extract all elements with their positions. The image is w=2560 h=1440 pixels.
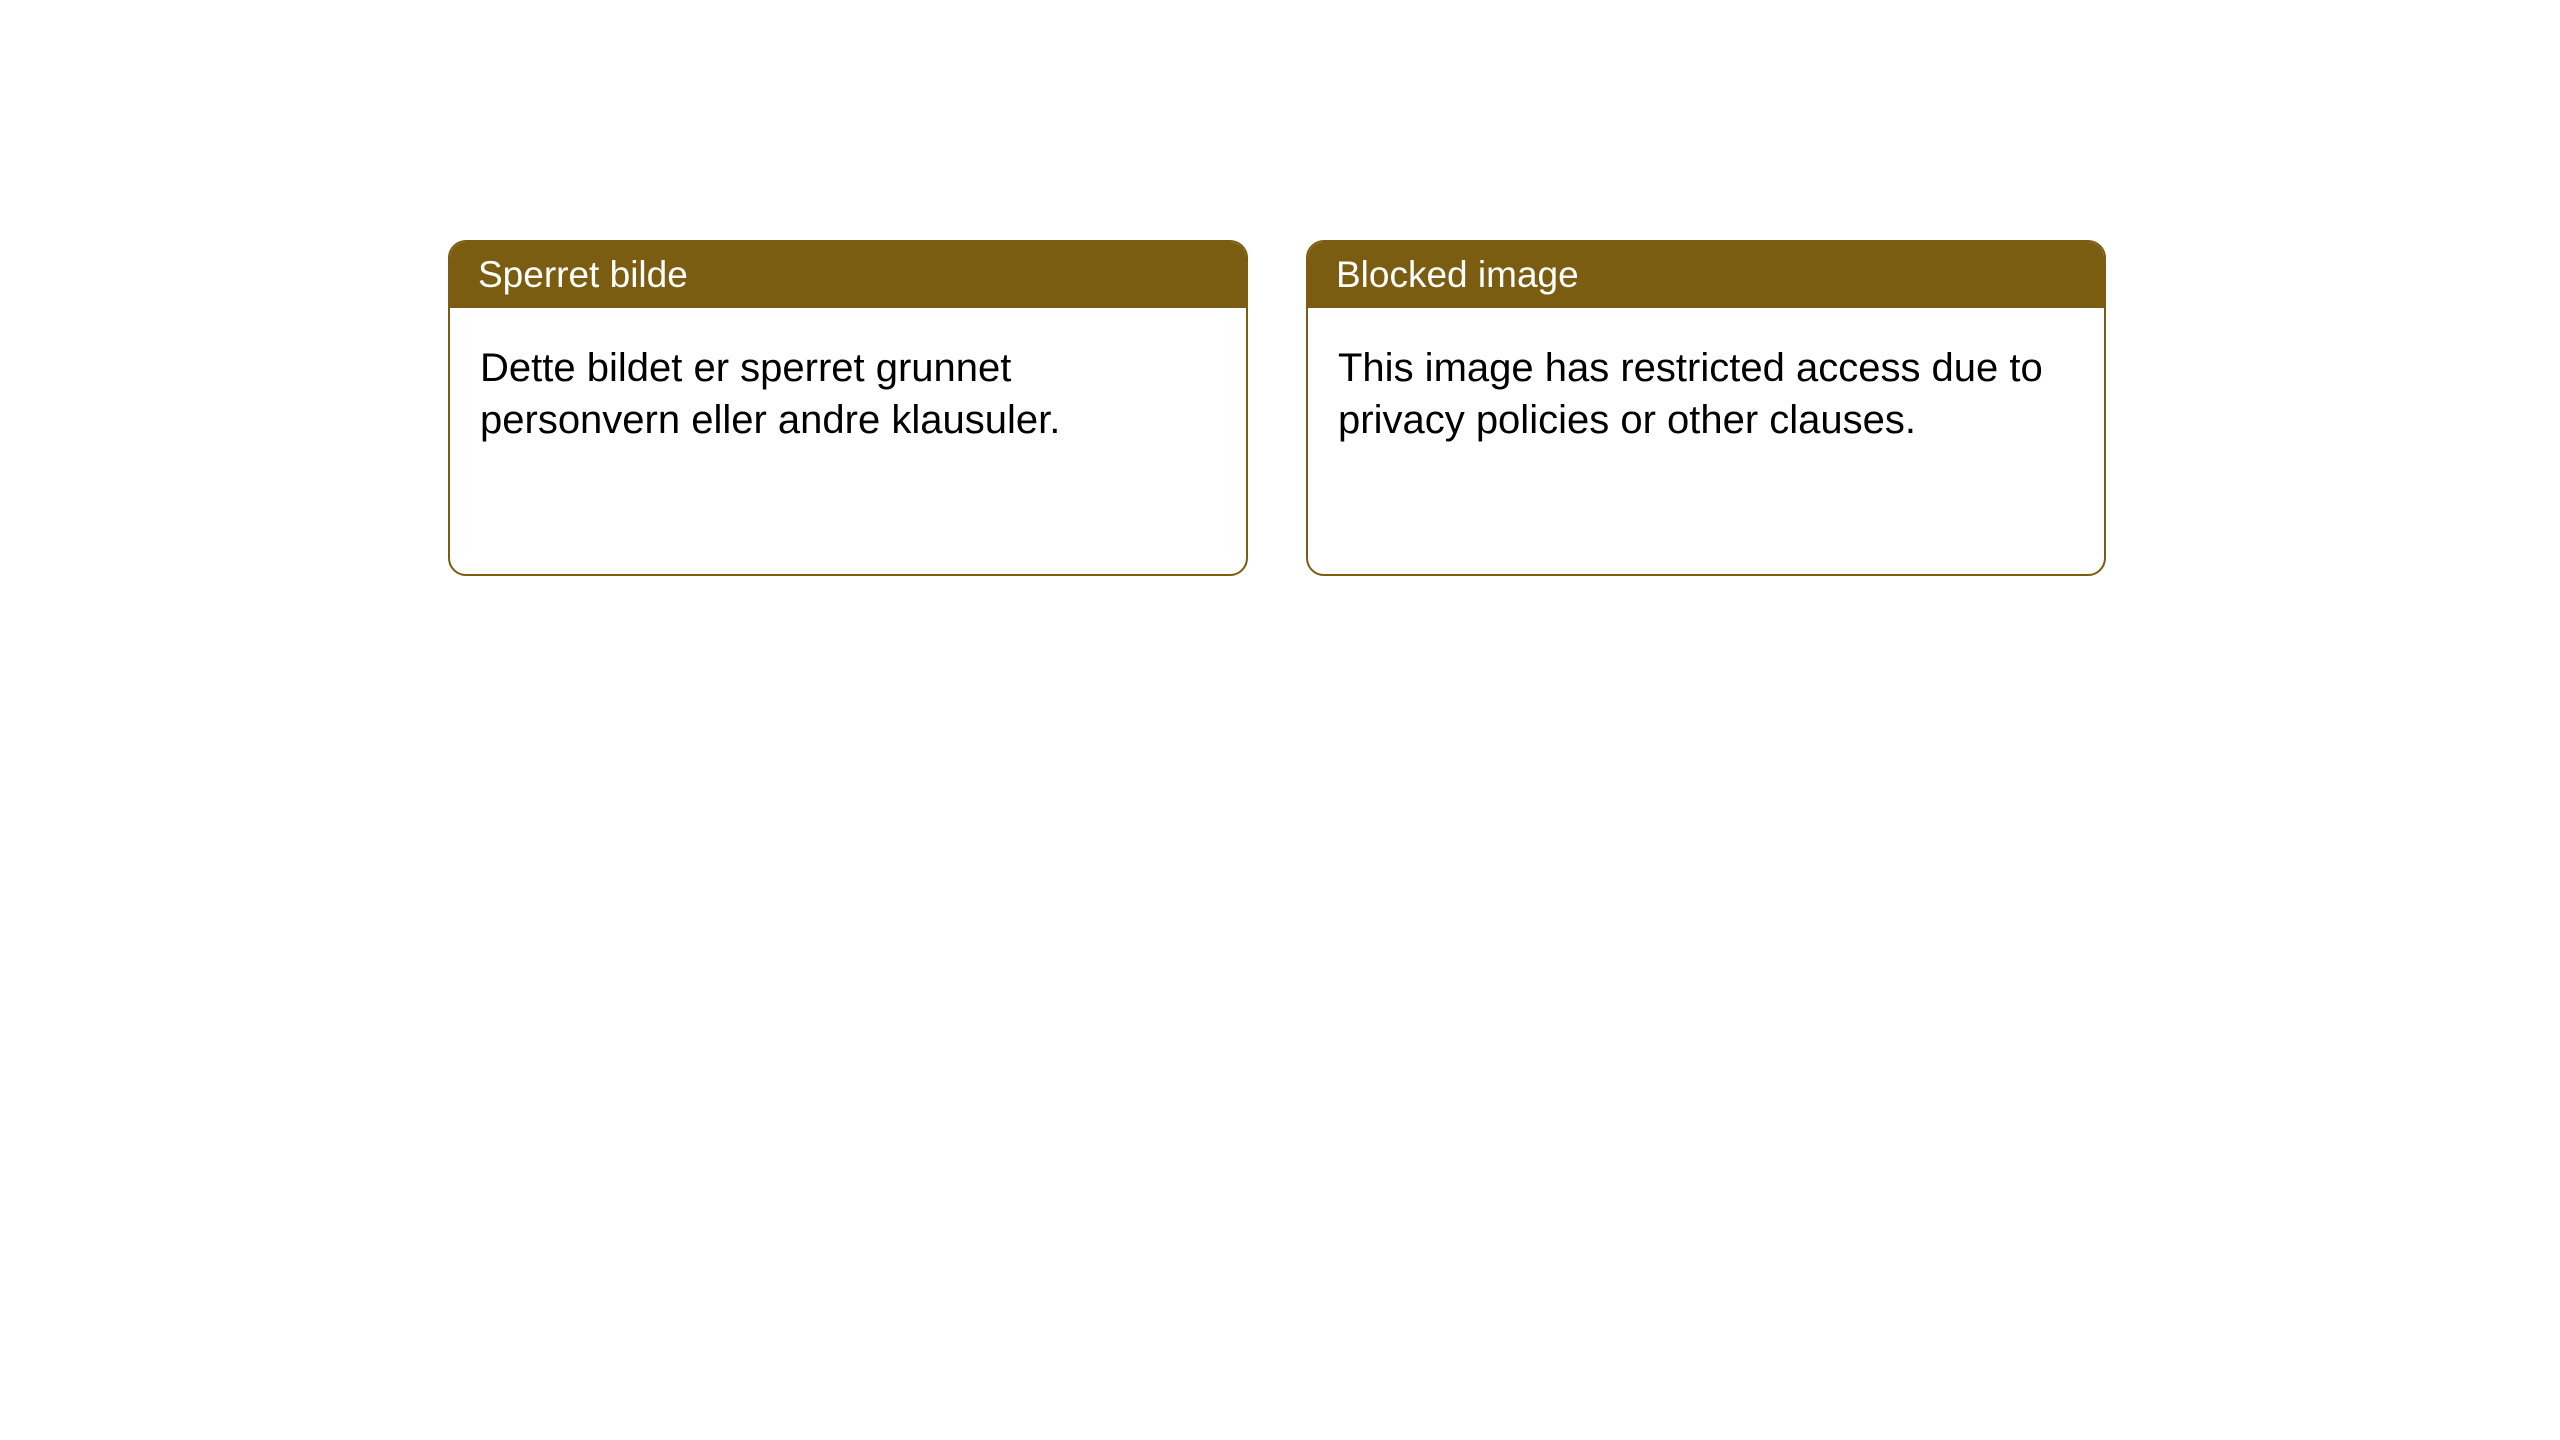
card-title: Sperret bilde	[478, 254, 688, 295]
card-title: Blocked image	[1336, 254, 1579, 295]
card-body-text: This image has restricted access due to …	[1338, 346, 2043, 442]
card-header: Sperret bilde	[450, 242, 1246, 308]
card-body: Dette bildet er sperret grunnet personve…	[450, 308, 1246, 480]
card-body: This image has restricted access due to …	[1308, 308, 2104, 480]
card-header: Blocked image	[1308, 242, 2104, 308]
card-body-text: Dette bildet er sperret grunnet personve…	[480, 346, 1060, 442]
notice-cards-container: Sperret bilde Dette bildet er sperret gr…	[448, 240, 2106, 576]
notice-card-norwegian: Sperret bilde Dette bildet er sperret gr…	[448, 240, 1248, 576]
notice-card-english: Blocked image This image has restricted …	[1306, 240, 2106, 576]
